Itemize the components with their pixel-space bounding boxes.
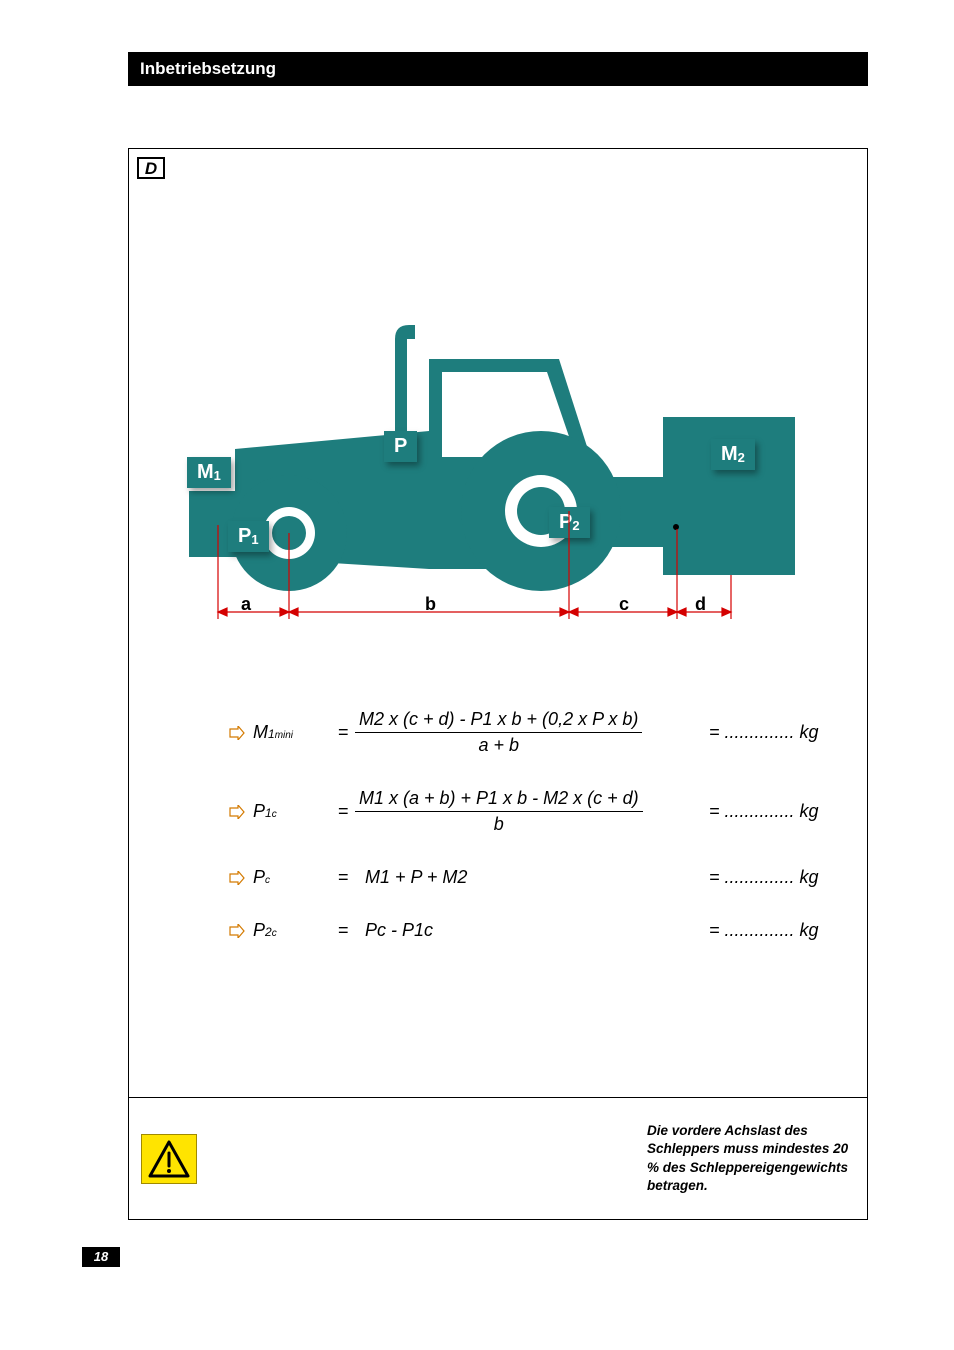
dim-a: a: [241, 594, 251, 615]
section-header-title: Inbetriebsetzung: [140, 59, 276, 79]
formula-rhs: Pc - P1c: [355, 920, 689, 941]
equals-sign: =: [331, 722, 355, 743]
tractor-diagram: P M1 M2 P1 P2: [129, 239, 869, 639]
dim-c: c: [619, 594, 629, 615]
formula-lhs: M1mini: [253, 722, 331, 743]
dimension-lines: [129, 239, 869, 639]
main-frame: D: [128, 148, 868, 1098]
warning-text: Die vordere Achslast des Schleppers muss…: [647, 1122, 867, 1195]
arrow-icon: [229, 924, 247, 938]
formula-rhs: M1 + P + M2: [355, 867, 689, 888]
warning-icon: [141, 1134, 197, 1184]
section-badge: D: [137, 157, 165, 179]
equals-sign: =: [331, 801, 355, 822]
dim-b: b: [425, 594, 436, 615]
equals-sign: =: [331, 920, 355, 941]
numerator: M1 x (a + b) + P1 x b - M2 x (c + d): [355, 788, 643, 811]
numerator: M2 x (c + d) - P1 x b + (0,2 x P x b): [355, 709, 642, 732]
formula-lhs: P2c: [253, 920, 331, 941]
formula-row: P2c = Pc - P1c = .............. kg: [229, 920, 849, 941]
formula-rhs: M2 x (c + d) - P1 x b + (0,2 x P x b) a …: [355, 709, 689, 756]
formula-rhs: M1 x (a + b) + P1 x b - M2 x (c + d) b: [355, 788, 689, 835]
section-header: Inbetriebsetzung: [128, 52, 868, 86]
warning-footer: Die vordere Achslast des Schleppers muss…: [128, 1098, 868, 1220]
expression: M1 + P + M2: [365, 867, 467, 887]
warning-icon-wrap: [128, 1098, 209, 1219]
formula-result: = .............. kg: [689, 920, 849, 941]
arrow-icon: [229, 805, 247, 819]
formula-result: = .............. kg: [689, 801, 849, 822]
equals-sign: =: [331, 867, 355, 888]
formula-row: Pc = M1 + P + M2 = .............. kg: [229, 867, 849, 888]
expression: Pc - P1c: [365, 920, 433, 940]
formula-row: M1mini = M2 x (c + d) - P1 x b + (0,2 x …: [229, 709, 849, 756]
arrow-icon: [229, 726, 247, 740]
denominator: a + b: [355, 732, 642, 756]
denominator: b: [355, 811, 643, 835]
page-number: 18: [82, 1247, 120, 1267]
formula-result: = .............. kg: [689, 722, 849, 743]
formulas-block: M1mini = M2 x (c + d) - P1 x b + (0,2 x …: [229, 709, 849, 941]
formula-result: = .............. kg: [689, 867, 849, 888]
formula-row: P1c = M1 x (a + b) + P1 x b - M2 x (c + …: [229, 788, 849, 835]
formula-lhs: P1c: [253, 801, 331, 822]
dim-d: d: [695, 594, 706, 615]
arrow-icon: [229, 871, 247, 885]
formula-lhs: Pc: [253, 867, 331, 888]
